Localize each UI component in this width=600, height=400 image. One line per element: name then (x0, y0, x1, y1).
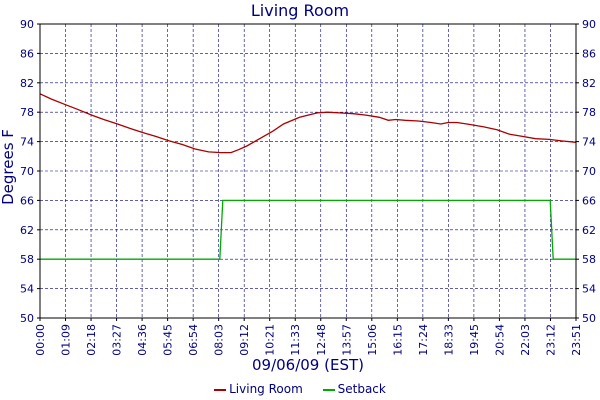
x-axis: 00:00 01:09 02:18 03:27 04:36 05:45 06:54 08:03… (34, 318, 583, 356)
plot-frame (39, 23, 577, 319)
x-tick-label: 10:21 (264, 324, 277, 356)
series-line-setback (40, 199, 576, 260)
y-tick-label-left: 70 (20, 165, 34, 178)
x-tick-label: 13:57 (340, 324, 353, 356)
y-tick-label-left: 74 (20, 136, 34, 149)
y-tick-label-right: 62 (582, 224, 596, 237)
x-axis-label: 09/06/09 (EST) (251, 356, 364, 374)
x-tick-label: 02:18 (85, 324, 98, 356)
y-tick-label-right: 58 (582, 253, 596, 266)
grid (40, 23, 576, 319)
x-tick-label: 17:24 (417, 324, 430, 356)
x-tick-label: 15:06 (366, 324, 379, 356)
x-tick-label: 08:03 (213, 324, 226, 356)
legend-swatch-living-room (214, 388, 227, 391)
y-tick-label-left: 58 (20, 253, 34, 266)
x-tick-label: 23:12 (544, 324, 557, 356)
legend: Living Room Setback (0, 382, 600, 396)
x-tick-label: 11:33 (289, 324, 302, 356)
legend-label-living-room: Living Room (229, 382, 303, 396)
y-tick-label-right: 86 (582, 47, 596, 60)
chart-title: Living Room (250, 1, 350, 20)
x-tick-label: 09:12 (238, 324, 251, 356)
y-tick-label-left: 82 (20, 77, 34, 90)
y-tick-label-right: 82 (582, 77, 596, 90)
x-tick-label: 05:45 (162, 324, 175, 356)
series-line-living-room (39, 93, 577, 154)
x-tick-label: 16:15 (391, 324, 404, 356)
y-tick-label-right: 66 (582, 194, 596, 207)
y-tick-label-right: 90 (582, 18, 596, 31)
y-tick-label-left: 90 (20, 18, 34, 31)
y-tick-label-left: 62 (20, 224, 34, 237)
y-tick-label-right: 50 (582, 312, 596, 325)
legend-item-living-room: Living Room (214, 382, 303, 396)
x-tick-label: 23:51 (570, 324, 583, 356)
legend-label-setback: Setback (337, 382, 386, 396)
left-axis: 50 54 58 62 66 70 74 78 82 86 90 (20, 18, 40, 325)
y-tick-label-right: 74 (582, 136, 596, 149)
legend-swatch-setback (322, 388, 335, 391)
x-tick-label: 18:33 (442, 324, 455, 356)
x-tick-label: 03:27 (111, 324, 124, 356)
y-tick-label-right: 54 (582, 283, 596, 296)
y-axis-label: Degrees F (0, 129, 17, 205)
x-tick-label: 01:09 (60, 324, 73, 356)
y-tick-label-left: 54 (20, 283, 34, 296)
series-layer (39, 93, 577, 260)
x-tick-label: 20:54 (493, 324, 506, 356)
y-tick-label-left: 50 (20, 312, 34, 325)
x-tick-label: 06:54 (187, 324, 200, 356)
y-tick-label-left: 86 (20, 47, 34, 60)
y-tick-label-left: 66 (20, 194, 34, 207)
x-tick-label: 04:36 (136, 324, 149, 356)
right-axis: 50 54 58 62 66 70 74 78 82 86 90 (576, 18, 596, 325)
y-tick-label-right: 78 (582, 106, 596, 119)
legend-item-setback: Setback (322, 382, 386, 396)
x-tick-label: 00:00 (34, 324, 47, 356)
x-tick-label: 19:45 (468, 324, 481, 356)
x-tick-label: 22:03 (519, 324, 532, 356)
x-tick-label: 12:48 (315, 324, 328, 356)
y-tick-label-left: 78 (20, 106, 34, 119)
y-tick-label-right: 70 (582, 165, 596, 178)
